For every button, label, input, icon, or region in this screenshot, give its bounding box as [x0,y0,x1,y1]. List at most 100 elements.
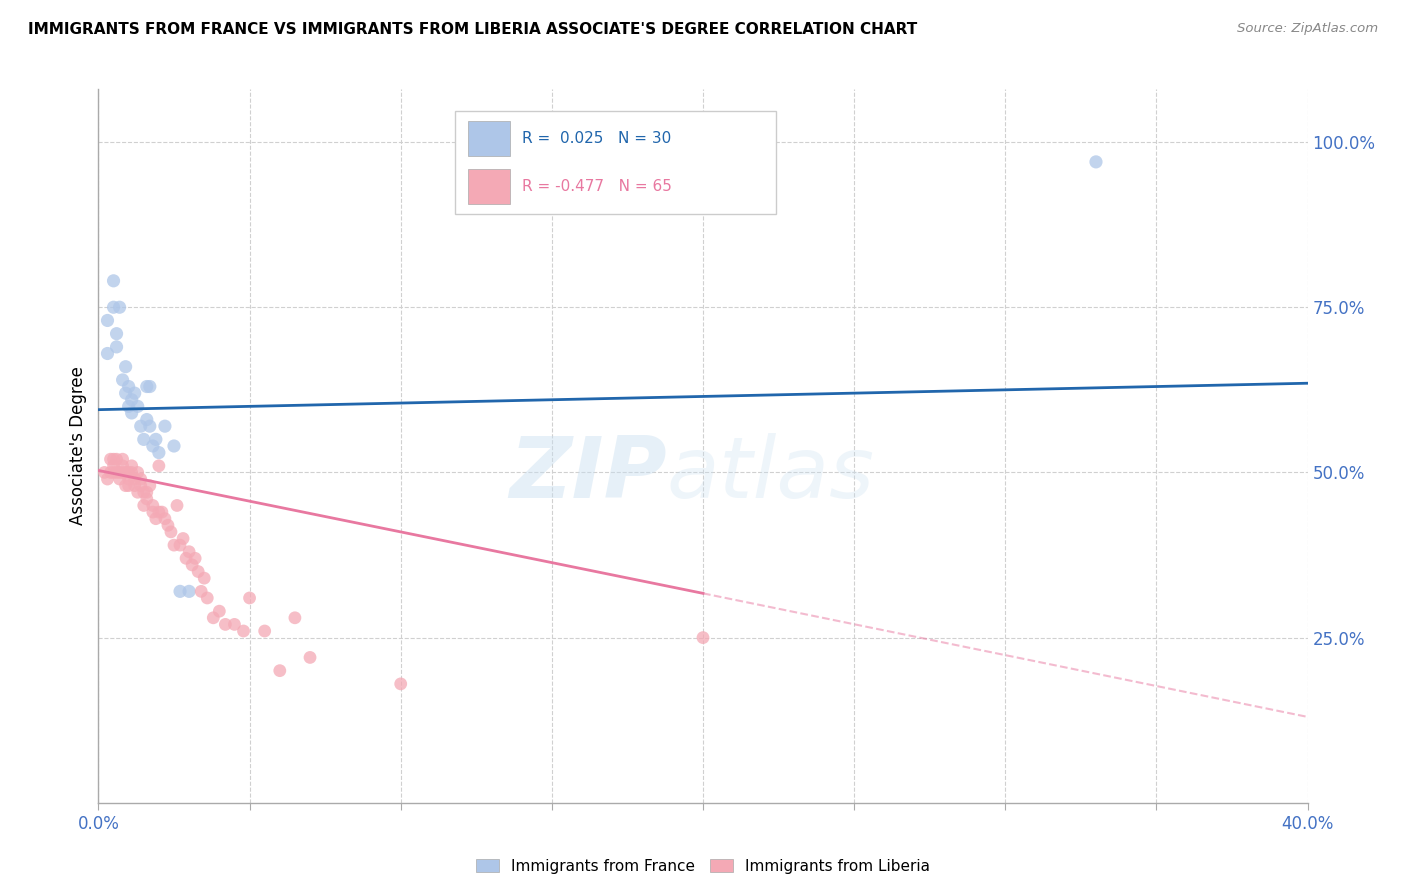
Point [148,458,170,473]
Legend: Immigrants from France, Immigrants from Liberia: Immigrants from France, Immigrants from … [470,853,936,880]
Y-axis label: Associate's Degree: Associate's Degree [69,367,87,525]
Text: atlas: atlas [666,433,875,516]
Point [114,359,136,374]
Point [179,545,201,559]
Point [174,551,197,566]
Point [108,466,131,480]
Point [172,532,194,546]
Point [145,511,167,525]
Point [179,584,201,599]
Point [156,518,179,533]
Point [111,458,134,473]
Point [114,478,136,492]
Point [148,445,170,459]
Point [111,466,134,480]
Point [132,485,155,500]
Point [142,505,165,519]
Point [135,379,157,393]
Point [187,565,209,579]
Point [269,664,291,678]
Point [105,340,128,354]
Point [124,478,146,492]
Point [103,274,125,288]
Point [253,624,276,638]
Point [118,379,141,393]
Point [96,313,118,327]
Point [118,472,141,486]
Point [132,433,155,447]
Point [96,472,118,486]
Point [142,499,165,513]
Point [169,538,191,552]
Point [121,466,143,480]
Point [299,650,322,665]
Point [142,439,165,453]
Point [163,538,186,552]
Point [145,433,167,447]
Point [121,458,143,473]
Point [121,406,143,420]
Point [148,505,170,519]
Point [389,677,412,691]
Point [193,571,215,585]
Point [108,472,131,486]
Point [105,326,128,341]
Point [202,611,225,625]
Point [1085,154,1108,169]
Point [100,466,122,480]
Point [129,472,152,486]
Point [108,300,131,314]
Point [160,524,183,539]
Point [100,452,122,467]
Point [103,458,125,473]
Point [103,300,125,314]
Point [118,400,141,414]
Point [103,452,125,467]
Point [114,386,136,401]
Point [169,584,191,599]
Point [118,478,141,492]
Point [96,346,118,360]
Point [105,452,128,467]
Point [163,439,186,453]
Point [139,419,162,434]
Point [124,472,146,486]
Point [127,485,149,500]
Point [127,400,149,414]
Point [127,466,149,480]
Text: IMMIGRANTS FROM FRANCE VS IMMIGRANTS FROM LIBERIA ASSOCIATE'S DEGREE CORRELATION: IMMIGRANTS FROM FRANCE VS IMMIGRANTS FRO… [28,22,917,37]
Point [150,505,173,519]
Point [214,617,236,632]
Point [224,617,246,632]
Point [132,499,155,513]
Text: ZIP: ZIP [509,433,666,516]
Point [139,478,162,492]
Point [129,478,152,492]
Point [121,392,143,407]
Point [239,591,262,605]
Point [129,419,152,434]
Point [124,386,146,401]
Point [166,499,188,513]
Point [208,604,231,618]
Point [153,511,176,525]
Point [195,591,218,605]
Point [181,558,204,572]
Point [692,631,714,645]
Point [118,466,141,480]
Point [103,466,125,480]
Point [105,466,128,480]
Point [232,624,254,638]
Point [111,373,134,387]
Point [153,419,176,434]
Point [190,584,212,599]
Point [111,452,134,467]
Text: Source: ZipAtlas.com: Source: ZipAtlas.com [1237,22,1378,36]
Point [93,466,115,480]
Point [284,611,307,625]
Point [184,551,207,566]
Point [114,466,136,480]
Point [139,379,162,393]
Point [135,485,157,500]
Point [135,412,157,426]
